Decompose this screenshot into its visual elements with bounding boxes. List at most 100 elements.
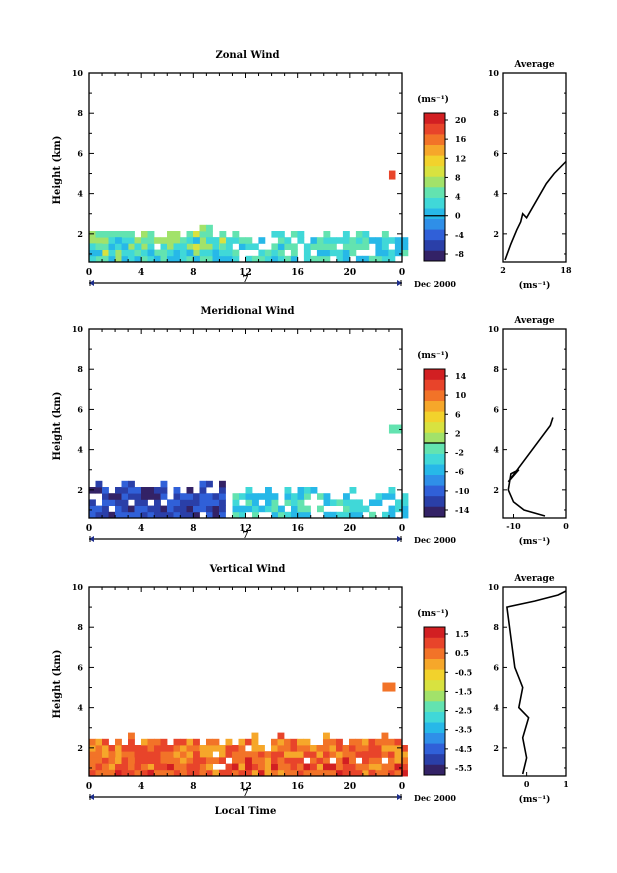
heatmap-cell [297, 751, 304, 758]
heatmap-cell [362, 738, 369, 746]
heatmap-cell [264, 751, 272, 758]
colorbar-tick-label: -8 [455, 249, 464, 259]
heatmap-cell [128, 745, 135, 752]
average-y-tick-label: 2 [493, 485, 499, 495]
heatmap-cell [271, 769, 278, 777]
heatmap-cell [115, 738, 122, 746]
heatmap-cell [271, 505, 279, 513]
heatmap-cell [102, 243, 109, 250]
heatmap-cell [141, 769, 148, 777]
average-profile-line [507, 417, 554, 517]
heatmap-cell [134, 487, 142, 494]
y-axis-label: Height (km) [52, 392, 63, 461]
heatmap-cell [245, 763, 252, 771]
heatmap-cell [212, 499, 220, 506]
heatmap-cell [108, 237, 116, 244]
heatmap-cell [277, 763, 285, 771]
date-bar-right-arrow [397, 536, 402, 542]
heatmap-cell [134, 505, 142, 513]
heatmap-cell [121, 487, 129, 494]
heatmap-cell [251, 757, 259, 764]
heatmap-cell [95, 738, 103, 746]
heatmap-cell [225, 255, 233, 263]
heatmap-cell [362, 769, 369, 777]
heatmap-cell [173, 757, 181, 764]
heatmap-cell [115, 255, 122, 263]
heatmap-cell [167, 255, 174, 263]
heatmap-cell [349, 511, 357, 519]
heatmap-cell [329, 243, 337, 250]
heatmap-cell [89, 751, 96, 758]
heatmap-cell [284, 255, 292, 263]
heatmap-cell [232, 493, 240, 500]
heatmap-cell [147, 769, 155, 777]
heatmap-cell [362, 751, 369, 758]
heatmap-cell [147, 745, 155, 752]
heatmap-cell [401, 763, 408, 771]
heatmap-cell [115, 511, 122, 519]
heatmap-cell [297, 505, 305, 513]
heatmap-cell [316, 763, 324, 771]
heatmap-cell [238, 751, 246, 758]
average-x-tick-label: 0 [563, 521, 569, 531]
average-y-tick-label: 6 [493, 404, 499, 414]
heatmap-cell [193, 255, 200, 263]
heatmap-cell [329, 738, 337, 746]
heatmap-cell [271, 255, 279, 263]
heatmap-cell [173, 231, 181, 238]
heatmap-cell [401, 511, 409, 519]
heatmap-cell [368, 751, 376, 758]
heatmap-cell [388, 763, 395, 771]
heatmap-cell [388, 745, 395, 752]
date-bar-left-arrow [89, 794, 94, 800]
heatmap-cell [394, 249, 402, 257]
heatmap-cell [349, 487, 357, 494]
heatmap-cell [369, 511, 376, 519]
heatmap-cell [388, 751, 395, 758]
y-tick-label: 10 [72, 324, 84, 334]
heatmap-cell [154, 505, 161, 513]
average-y-tick-label: 4 [493, 189, 499, 199]
heatmap-cell [193, 243, 200, 250]
heatmap-cell [239, 511, 246, 519]
heatmap-cell [160, 249, 168, 257]
heatmap-cell [284, 751, 291, 758]
heatmap-cell [355, 237, 363, 244]
heatmap-cell [206, 763, 213, 771]
heatmap-cell [349, 745, 356, 752]
heatmap-cell [102, 511, 109, 519]
heatmap-cell [206, 231, 213, 238]
heatmap-cell [388, 487, 396, 494]
average-x-tick-label: -10 [506, 521, 521, 531]
heatmap-cell [173, 249, 181, 257]
heatmap-cell [342, 231, 350, 238]
colorbar-segment [424, 197, 445, 209]
heatmap-cell [186, 738, 194, 746]
heatmap-cell [323, 231, 331, 238]
heatmap-cell [219, 243, 227, 250]
heatmap-cell [102, 769, 109, 777]
x-tick-label: 4 [138, 782, 144, 792]
heatmap-cell [245, 769, 252, 777]
heatmap-cell [128, 493, 135, 500]
date-label: Dec 2000 [414, 793, 456, 803]
heatmap-cell [180, 255, 187, 263]
heatmap-cell [349, 763, 356, 771]
heatmap-cell [264, 757, 272, 764]
heatmap-cell [147, 763, 155, 771]
heatmap-cell [186, 243, 194, 250]
heatmap-cell [154, 237, 161, 244]
heatmap-cell [323, 237, 331, 244]
heatmap-cell [212, 505, 220, 513]
heatmap-cell [160, 487, 168, 494]
colorbar-segment [424, 658, 445, 670]
heatmap-cell [108, 745, 116, 752]
x-tick-label: 12 [239, 268, 252, 278]
heatmap-cell [245, 738, 252, 746]
heatmap-cell [147, 511, 155, 519]
heatmap-cell [128, 505, 135, 513]
heatmap-cell [394, 757, 402, 764]
heatmap-cell [206, 757, 213, 764]
heatmap-cell [316, 745, 324, 752]
y-tick-label: 4 [77, 445, 83, 455]
